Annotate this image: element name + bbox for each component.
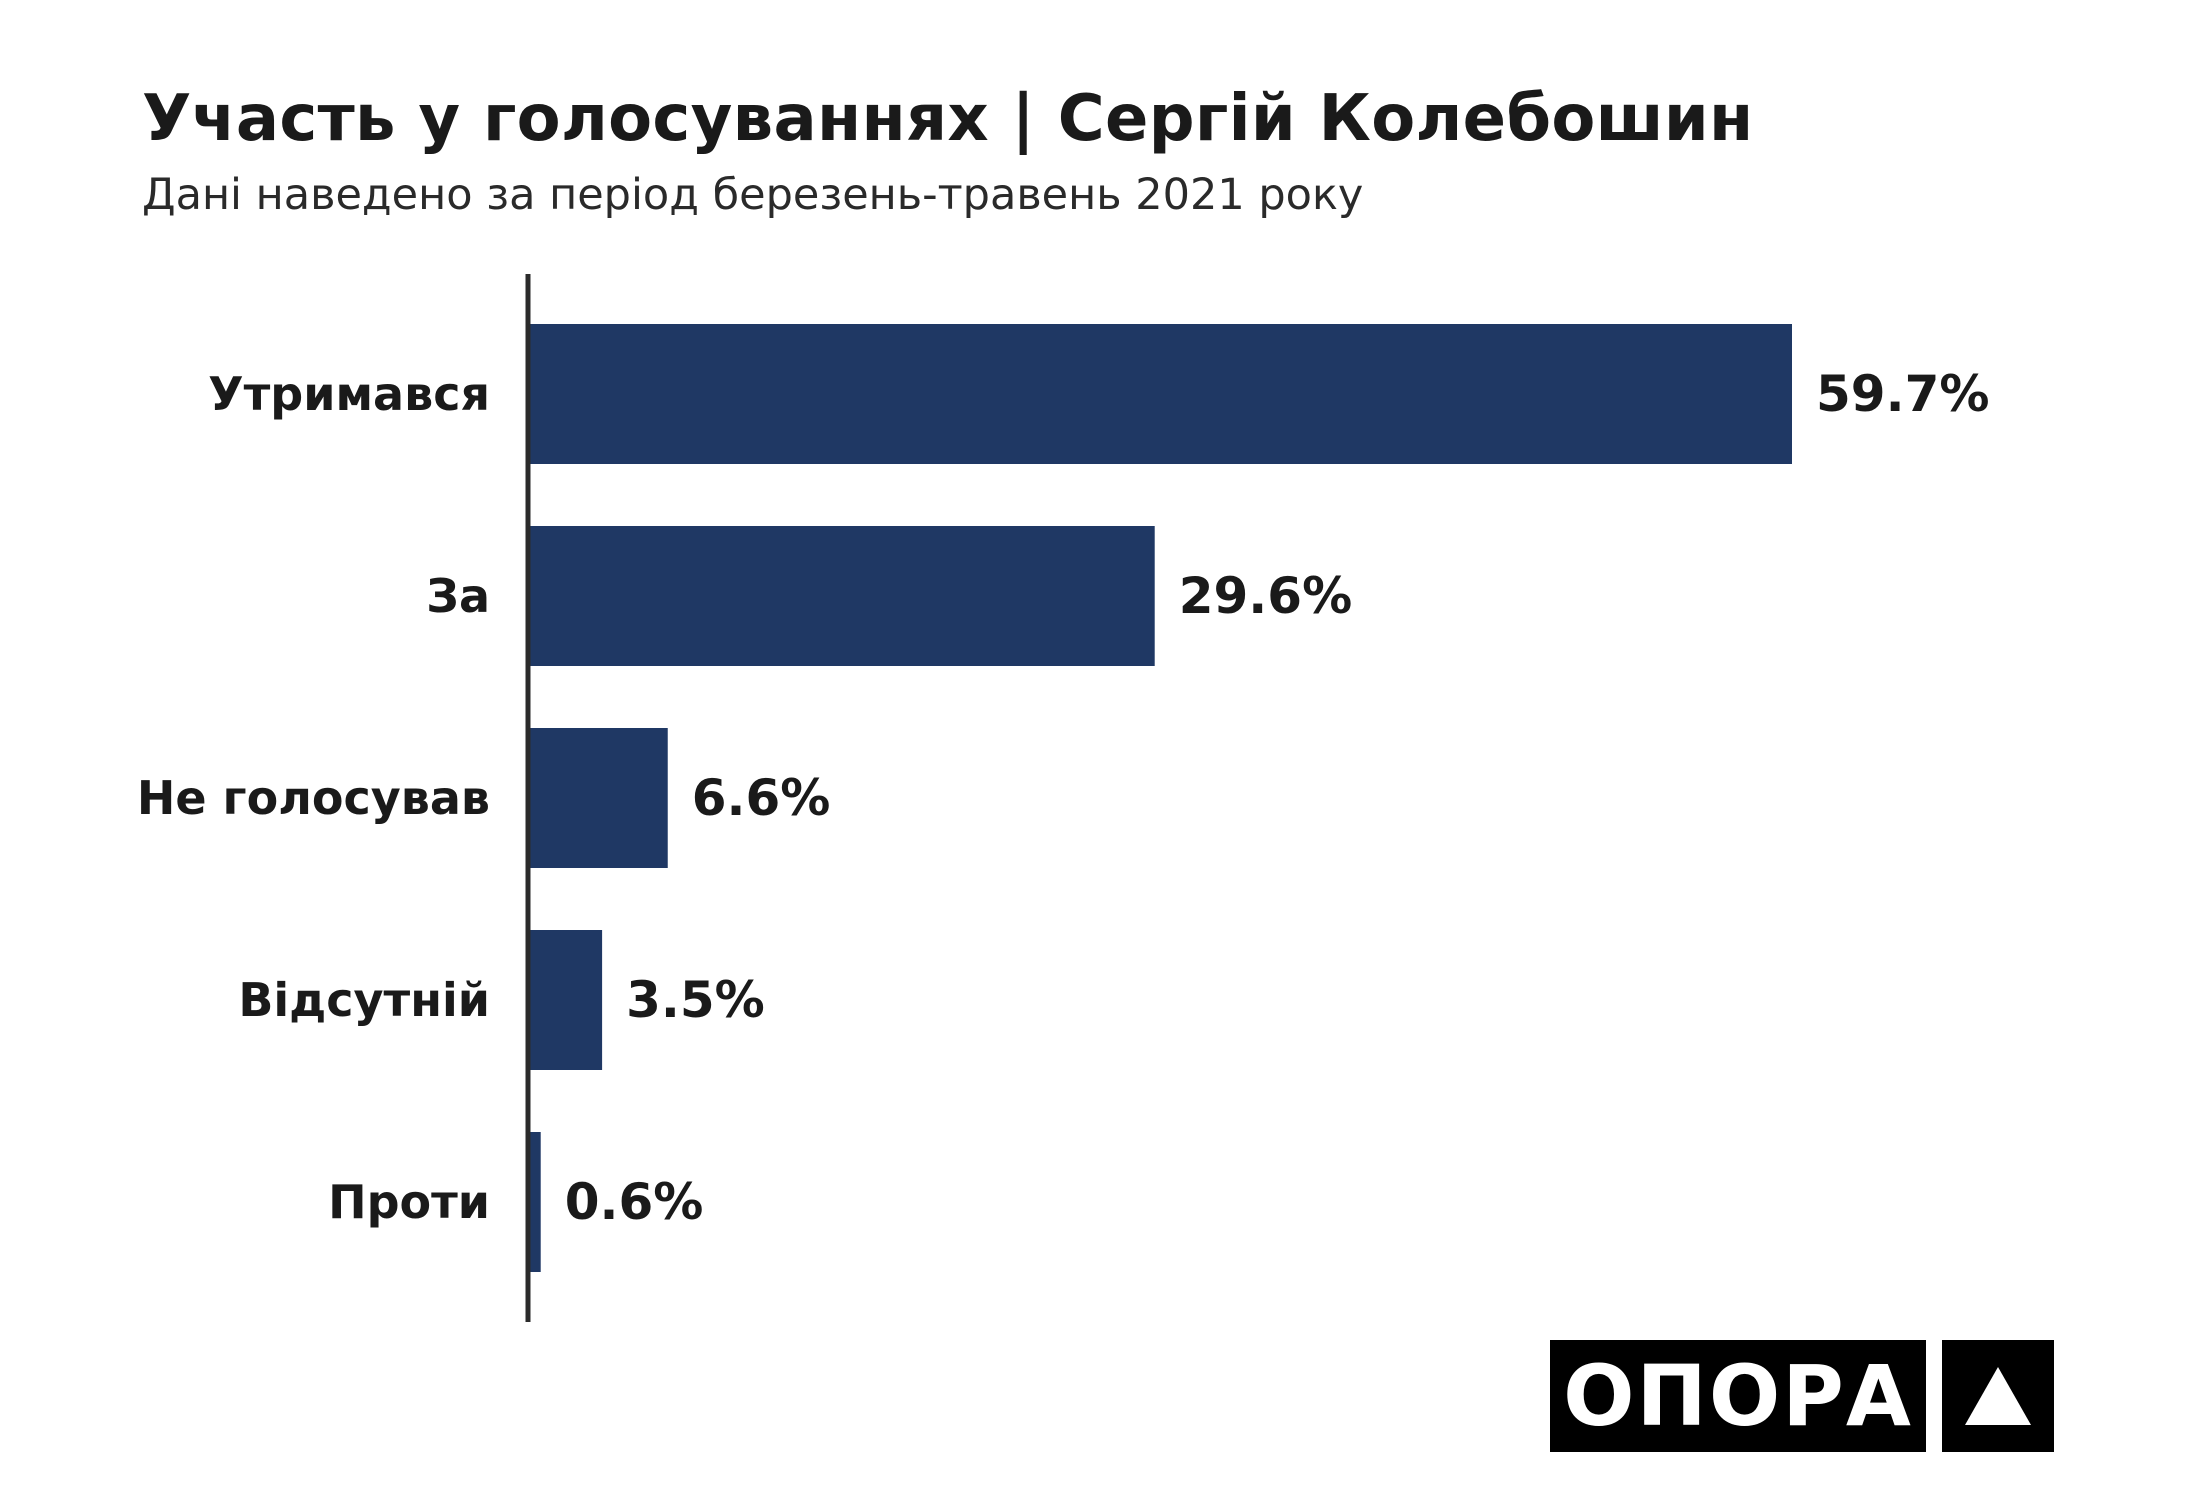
opora-logo: ОПОРА: [1550, 1340, 2054, 1452]
bar-chart: Утримався 59.7% За 29.6% Не голосував 6.6% Від…: [137, 274, 1989, 1322]
bar-3: [528, 930, 603, 1070]
logo-wordmark: ОПОРА: [1550, 1340, 1926, 1452]
category-label-3: Відсутній: [238, 973, 490, 1027]
category-label-1: За: [426, 569, 490, 623]
value-label-4: 0.6%: [565, 1173, 704, 1231]
value-label-0: 59.7%: [1816, 365, 1989, 423]
value-label-2: 6.6%: [692, 769, 831, 827]
triangle-icon: [1942, 1340, 2054, 1452]
value-label-3: 3.5%: [626, 971, 765, 1029]
bar-2: [528, 728, 668, 868]
chart-title: Участь у голосуваннях | Сергій Колебошин: [142, 82, 1754, 156]
bar-4: [528, 1132, 541, 1272]
bar-0: [528, 324, 1792, 464]
category-label-4: Проти: [328, 1175, 490, 1229]
chart-subtitle: Дані наведено за період березень-травень…: [142, 170, 1364, 220]
category-label-0: Утримався: [208, 367, 490, 421]
value-label-1: 29.6%: [1179, 567, 1352, 625]
bar-1: [528, 526, 1155, 666]
category-label-2: Не голосував: [137, 771, 490, 825]
